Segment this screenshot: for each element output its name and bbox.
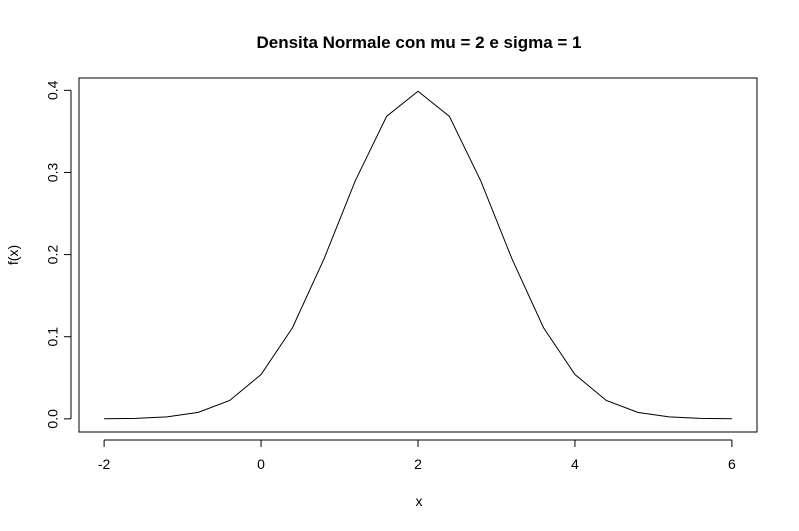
y-tick-label: 0.3: [45, 163, 61, 183]
x-tick-label: 2: [414, 456, 422, 472]
x-tick-label: 6: [728, 456, 736, 472]
y-tick-label: 0.1: [45, 327, 61, 347]
plot-area: [78, 77, 758, 433]
x-tick-label: -2: [98, 456, 111, 472]
y-tick-label: 0.2: [45, 245, 61, 265]
chart-title: Densita Normale con mu = 2 e sigma = 1: [256, 33, 581, 52]
series-line: [104, 90, 732, 420]
x-tick-label: 4: [571, 456, 579, 472]
y-tick-label: 0.4: [45, 80, 61, 100]
x-axis: -2 0 2 4 6: [98, 439, 736, 472]
x-axis-label: x: [416, 493, 423, 509]
y-axis-label: f(x): [5, 245, 21, 265]
y-axis: 0.0 0.1 0.2 0.3 0.4: [45, 80, 72, 429]
y-tick-label: 0.0: [45, 409, 61, 429]
x-tick-label: 0: [257, 456, 265, 472]
series-layer: [104, 90, 732, 420]
